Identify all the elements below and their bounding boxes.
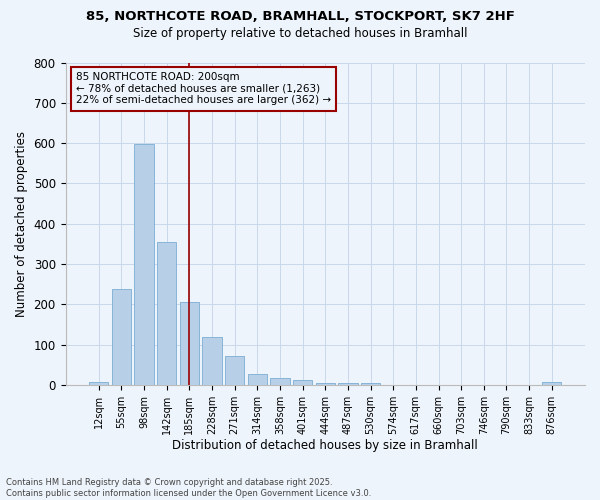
- Bar: [225, 356, 244, 385]
- Bar: [338, 383, 358, 385]
- Bar: [202, 338, 221, 385]
- Bar: [271, 378, 290, 385]
- Bar: [134, 144, 154, 385]
- Text: 85, NORTHCOTE ROAD, BRAMHALL, STOCKPORT, SK7 2HF: 85, NORTHCOTE ROAD, BRAMHALL, STOCKPORT,…: [86, 10, 514, 23]
- Text: Size of property relative to detached houses in Bramhall: Size of property relative to detached ho…: [133, 28, 467, 40]
- Bar: [89, 382, 109, 385]
- Bar: [542, 382, 562, 385]
- Bar: [248, 374, 267, 385]
- Bar: [316, 383, 335, 385]
- Bar: [293, 380, 312, 385]
- Bar: [157, 242, 176, 385]
- Bar: [180, 302, 199, 385]
- Text: Contains HM Land Registry data © Crown copyright and database right 2025.
Contai: Contains HM Land Registry data © Crown c…: [6, 478, 371, 498]
- Y-axis label: Number of detached properties: Number of detached properties: [15, 130, 28, 316]
- Bar: [112, 289, 131, 385]
- Text: 85 NORTHCOTE ROAD: 200sqm
← 78% of detached houses are smaller (1,263)
22% of se: 85 NORTHCOTE ROAD: 200sqm ← 78% of detac…: [76, 72, 331, 106]
- Bar: [361, 383, 380, 385]
- X-axis label: Distribution of detached houses by size in Bramhall: Distribution of detached houses by size …: [172, 440, 478, 452]
